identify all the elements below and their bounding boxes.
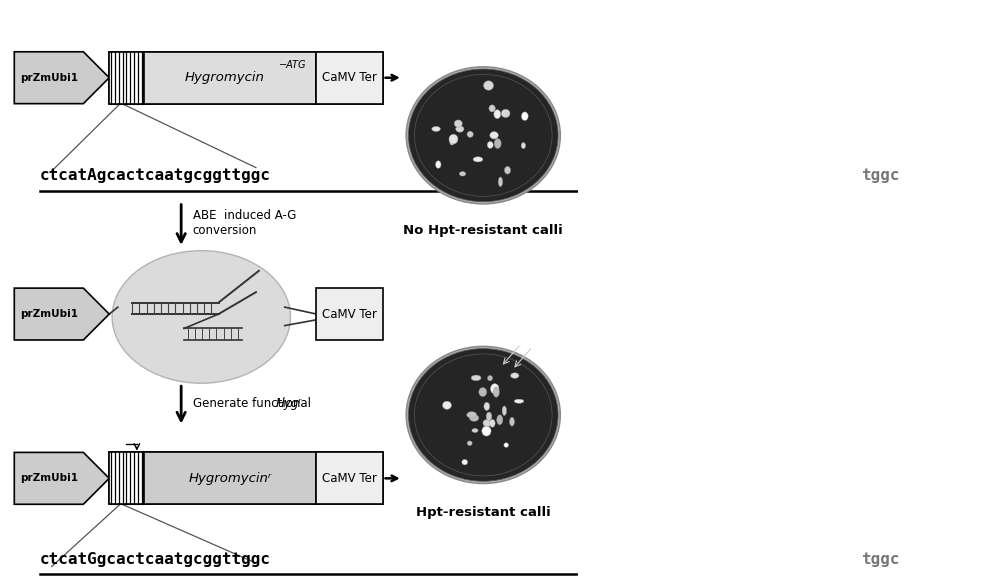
- Ellipse shape: [490, 384, 499, 394]
- Bar: [109, 452, 383, 504]
- Ellipse shape: [502, 406, 507, 416]
- Ellipse shape: [488, 375, 493, 381]
- Text: ctcatAgcactcaatgcggttggc: ctcatAgcactcaatgcggttggc: [40, 168, 271, 183]
- Text: CaMV Ter: CaMV Ter: [322, 472, 377, 485]
- Ellipse shape: [482, 426, 491, 436]
- Ellipse shape: [112, 251, 290, 383]
- Bar: [316, 52, 383, 104]
- Text: prZmUbi1: prZmUbi1: [20, 73, 78, 83]
- Text: CaMV Ter: CaMV Ter: [322, 71, 377, 84]
- Ellipse shape: [467, 132, 473, 137]
- Ellipse shape: [473, 157, 483, 162]
- Ellipse shape: [514, 399, 524, 403]
- Ellipse shape: [467, 441, 472, 446]
- Ellipse shape: [493, 387, 499, 397]
- Text: ctcatGgcactcaatgcggttggc: ctcatGgcactcaatgcggttggc: [40, 552, 271, 566]
- Ellipse shape: [432, 126, 440, 132]
- Ellipse shape: [501, 109, 510, 118]
- Ellipse shape: [521, 143, 526, 148]
- Ellipse shape: [498, 177, 503, 187]
- Ellipse shape: [490, 132, 498, 139]
- Bar: [109, 52, 144, 104]
- Text: tggc: tggc: [861, 552, 899, 566]
- Ellipse shape: [497, 415, 503, 425]
- Ellipse shape: [406, 346, 560, 484]
- Ellipse shape: [406, 67, 560, 204]
- Bar: [316, 452, 383, 504]
- Ellipse shape: [408, 349, 558, 481]
- Text: CaMV Ter: CaMV Ter: [322, 307, 377, 321]
- Text: No Hpt-resistant calli: No Hpt-resistant calli: [403, 224, 563, 237]
- Polygon shape: [14, 288, 109, 340]
- Ellipse shape: [450, 139, 454, 145]
- Text: prZmUbi1: prZmUbi1: [20, 309, 78, 319]
- Ellipse shape: [479, 388, 487, 396]
- Bar: [109, 452, 144, 504]
- Ellipse shape: [459, 172, 466, 176]
- Ellipse shape: [483, 420, 491, 427]
- Ellipse shape: [436, 161, 441, 168]
- Ellipse shape: [521, 112, 528, 120]
- Bar: [109, 52, 383, 104]
- Bar: [144, 52, 316, 104]
- Ellipse shape: [471, 375, 481, 381]
- Ellipse shape: [469, 414, 479, 421]
- Ellipse shape: [454, 120, 462, 127]
- Ellipse shape: [489, 105, 495, 112]
- Ellipse shape: [408, 69, 558, 201]
- Text: Hygromycin: Hygromycin: [184, 71, 264, 84]
- Ellipse shape: [462, 459, 468, 465]
- Text: Hygʳ: Hygʳ: [276, 397, 302, 410]
- Ellipse shape: [505, 166, 511, 174]
- Bar: [316, 288, 383, 340]
- Ellipse shape: [490, 420, 495, 427]
- Ellipse shape: [504, 443, 509, 448]
- Text: −ATG: −ATG: [279, 60, 306, 70]
- Ellipse shape: [449, 134, 458, 144]
- Text: Generate functional: Generate functional: [193, 397, 314, 410]
- Ellipse shape: [467, 411, 477, 418]
- Ellipse shape: [443, 401, 451, 409]
- Text: tggc: tggc: [861, 168, 899, 183]
- Text: prZmUbi1: prZmUbi1: [20, 473, 78, 483]
- Ellipse shape: [486, 412, 492, 421]
- Polygon shape: [14, 52, 109, 104]
- Ellipse shape: [472, 428, 478, 432]
- Ellipse shape: [487, 141, 493, 148]
- Bar: [144, 452, 316, 504]
- Polygon shape: [14, 452, 109, 504]
- Text: ABE  induced A-G
conversion: ABE induced A-G conversion: [193, 209, 296, 237]
- Text: Hygromycinʳ: Hygromycinʳ: [188, 472, 272, 485]
- Ellipse shape: [494, 139, 501, 148]
- Ellipse shape: [494, 110, 501, 119]
- Ellipse shape: [511, 373, 519, 378]
- Ellipse shape: [510, 417, 514, 426]
- Text: Hpt-resistant calli: Hpt-resistant calli: [416, 506, 551, 519]
- Ellipse shape: [484, 81, 494, 90]
- Ellipse shape: [456, 126, 464, 132]
- Ellipse shape: [484, 402, 490, 410]
